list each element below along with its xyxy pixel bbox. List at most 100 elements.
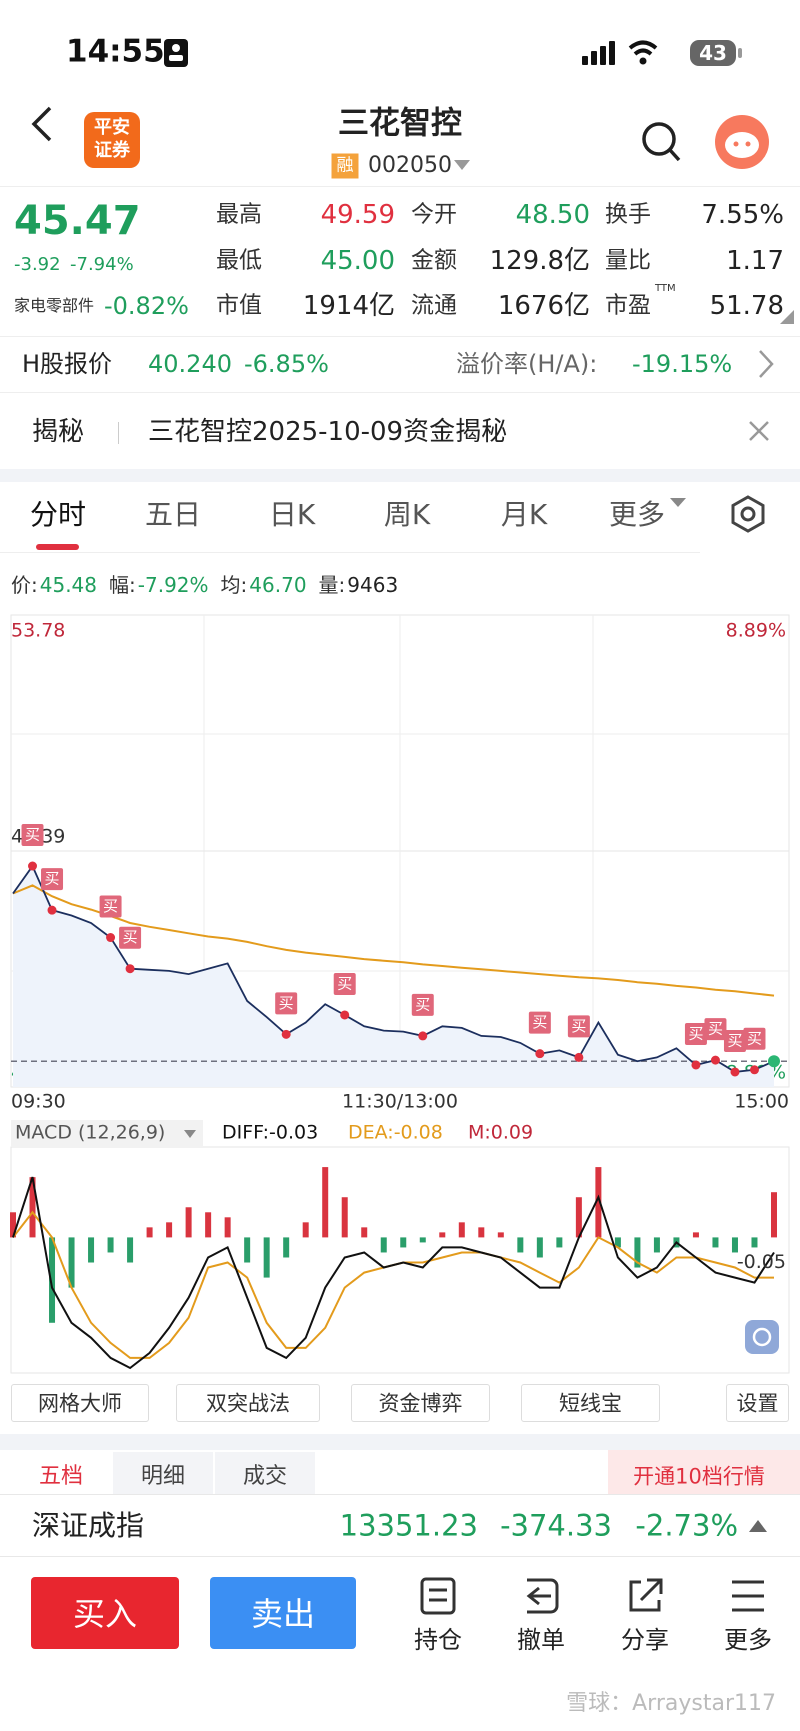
sell-label[interactable]: 卖出 <box>250 1595 316 1633</box>
tab[interactable]: 五日 <box>144 498 202 531</box>
dropdown-arrow[interactable] <box>184 1130 196 1138</box>
tool-button[interactable] <box>176 1384 320 1422</box>
settings-button[interactable] <box>728 494 768 534</box>
depth-tab[interactable]: 明细 <box>140 1464 186 1489</box>
macd-bar <box>166 1222 173 1238</box>
back-button[interactable] <box>28 104 58 144</box>
battery <box>690 40 742 66</box>
macd-bar <box>361 1227 368 1238</box>
action-label[interactable]: 更多 <box>724 1626 772 1654</box>
share-icon[interactable] <box>625 1576 665 1616</box>
field-label: 最低 <box>216 247 262 274</box>
more-icon[interactable] <box>728 1576 768 1616</box>
tab[interactable]: 更多 <box>608 498 666 531</box>
news-text[interactable]: 三花智控2025-10-09资金揭秘 <box>148 417 508 447</box>
macd-selector[interactable] <box>11 1120 203 1146</box>
gap <box>0 469 800 482</box>
info-text: 46.70 <box>249 573 307 597</box>
sell-button[interactable] <box>210 1577 356 1649</box>
field-label: 市盈 <box>605 292 651 319</box>
tool-label[interactable]: 设置 <box>736 1391 779 1416</box>
buy-dot <box>730 1067 740 1077</box>
buy-label: 买 <box>688 1024 703 1042</box>
up-arrow[interactable] <box>748 1518 768 1534</box>
field-label: 最高 <box>216 201 262 228</box>
macd-bar <box>692 1232 699 1238</box>
field-label: 金额 <box>411 247 457 274</box>
upgrade-link[interactable]: 开通10档行情 <box>633 1464 765 1489</box>
buy-tag <box>684 1022 707 1045</box>
macd-bar <box>458 1222 465 1238</box>
diff-line <box>12 1176 775 1370</box>
position-icon[interactable] <box>418 1576 458 1616</box>
field-value: 1.17 <box>726 246 784 276</box>
tab[interactable]: 日K <box>268 498 316 531</box>
action-label[interactable]: 持仓 <box>414 1626 462 1654</box>
dropdown-arrow[interactable] <box>452 158 472 172</box>
avatar[interactable] <box>714 114 770 170</box>
buy-label: 买 <box>45 870 60 888</box>
macd-bar <box>263 1237 270 1278</box>
search-button[interactable] <box>640 120 682 164</box>
battery-level: 43 <box>699 41 727 65</box>
field-value: 1914亿 <box>302 291 395 321</box>
info-text: 45.48 <box>39 573 98 597</box>
average-line <box>12 884 775 997</box>
tab-underline <box>36 544 79 550</box>
cancel-icon[interactable] <box>521 1576 561 1616</box>
macd-bar <box>771 1192 777 1238</box>
tab[interactable]: 周K <box>383 498 431 531</box>
field-value: 49.59 <box>320 200 395 230</box>
tab[interactable]: 分时 <box>29 498 87 531</box>
buy-button[interactable] <box>31 1577 179 1649</box>
buy-tag <box>21 824 44 847</box>
buy-tag <box>411 993 434 1016</box>
tool-label[interactable]: 资金博弈 <box>378 1391 463 1416</box>
macd-bar <box>49 1237 56 1323</box>
tool-label[interactable]: 网格大师 <box>38 1391 122 1416</box>
macd-bar <box>536 1237 543 1258</box>
field-value: 1676亿 <box>497 291 590 321</box>
depth-tab[interactable]: 成交 <box>242 1464 288 1489</box>
tab[interactable]: 月K <box>500 498 548 531</box>
depth-tab[interactable]: 五档 <box>38 1464 84 1489</box>
tool-button[interactable] <box>521 1384 660 1422</box>
buy-tag <box>723 1029 746 1052</box>
stock-name: 三花智控 <box>338 105 462 142</box>
tool-label[interactable]: 双突战法 <box>206 1391 290 1416</box>
field-value: 45.00 <box>320 246 395 276</box>
buy-label: 买 <box>571 1017 586 1035</box>
chevron[interactable] <box>756 348 776 380</box>
action-label[interactable]: 分享 <box>621 1626 669 1654</box>
action-label[interactable]: 撤单 <box>517 1626 565 1654</box>
x-tick-label: 09:30 <box>11 1091 66 1113</box>
buy-dot <box>47 905 57 915</box>
zoom-button[interactable] <box>745 1320 779 1354</box>
index-change-pct: -2.73% <box>635 1508 738 1543</box>
tool-button[interactable] <box>351 1384 490 1422</box>
macd-bar <box>205 1212 212 1238</box>
dropdown-arrow[interactable] <box>668 495 688 509</box>
macd-bar <box>712 1237 719 1248</box>
divider <box>0 392 800 393</box>
buy-dot <box>418 1031 428 1041</box>
tool-label[interactable]: 短线宝 <box>559 1391 622 1416</box>
buy-dot <box>125 964 135 974</box>
macd-title: MACD (12,26,9) <box>15 1122 165 1144</box>
macd-panel <box>10 1146 790 1374</box>
news-tag: 揭秘 <box>32 417 85 447</box>
buy-label[interactable]: 买入 <box>72 1595 138 1633</box>
field-label: 流通 <box>411 292 457 319</box>
tool-button[interactable] <box>11 1384 149 1422</box>
macd-bar <box>556 1237 563 1248</box>
macd-bar <box>341 1197 348 1238</box>
buy-dot <box>281 1029 291 1039</box>
close-button[interactable] <box>746 418 772 444</box>
upgrade-bg[interactable] <box>608 1450 800 1494</box>
macd-bar <box>146 1227 153 1238</box>
macd-bar <box>614 1237 621 1248</box>
zoom-icon <box>752 1327 772 1347</box>
tool-button[interactable] <box>726 1384 789 1422</box>
broker-logo[interactable] <box>84 112 140 168</box>
